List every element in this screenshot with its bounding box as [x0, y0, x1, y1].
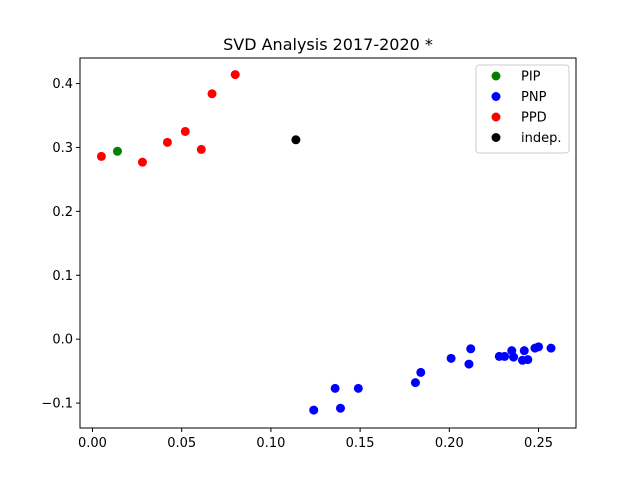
y-tick-label: −0.1 — [41, 397, 73, 412]
x-tick-label: 0.15 — [346, 436, 375, 451]
point-pnp — [523, 355, 533, 365]
point-ppd — [180, 126, 190, 136]
point-pnp — [416, 367, 426, 377]
legend-marker — [491, 71, 501, 81]
point-pnp — [309, 405, 319, 415]
legend-marker — [491, 133, 501, 142]
point-ppd — [137, 157, 147, 167]
point-pnp — [500, 351, 510, 361]
legend-label: PNP — [521, 90, 547, 105]
plot-frame — [79, 57, 577, 429]
point-pnp — [446, 353, 456, 363]
legend-marker — [491, 112, 501, 122]
point-ppd — [207, 89, 217, 99]
point-pnp — [410, 378, 420, 388]
legend-label: PIP — [521, 70, 541, 85]
point-ppd — [162, 137, 172, 147]
y-tick-label: 0.3 — [52, 141, 73, 156]
point-ppd — [196, 144, 206, 154]
point-pnp — [464, 359, 474, 369]
point-pnp — [519, 346, 529, 356]
y-tick-label: 0.4 — [52, 77, 73, 92]
point-pnp — [546, 343, 556, 353]
y-tick-label: 0.0 — [52, 333, 73, 348]
data-points — [96, 70, 556, 415]
point-pnp — [534, 342, 544, 352]
point-indep — [291, 135, 301, 145]
point-pip — [112, 146, 122, 156]
legend-marker — [491, 92, 501, 101]
x-tick-label: 0.00 — [78, 436, 107, 451]
x-tick-label: 0.05 — [167, 436, 196, 451]
y-axis: −0.1 0.0 0.1 0.2 0.3 0.4 — [41, 77, 80, 412]
x-tick-label: 0.20 — [435, 436, 464, 451]
legend: PIP PNP PPD indep. — [475, 64, 570, 154]
legend-label: PPD — [521, 111, 547, 126]
point-pnp — [330, 383, 340, 393]
chart-title: SVD Analysis 2017-2020 * — [223, 35, 433, 54]
legend-label: indep. — [521, 131, 562, 146]
point-pnp — [509, 352, 519, 362]
x-axis: 0.00 0.05 0.10 0.15 0.20 0.25 — [78, 428, 553, 451]
x-tick-label: 0.10 — [256, 436, 285, 451]
point-ppd — [96, 151, 106, 161]
point-pnp — [466, 344, 476, 354]
point-ppd — [230, 70, 240, 80]
point-pnp — [335, 403, 345, 413]
x-tick-label: 0.25 — [524, 436, 553, 451]
y-tick-label: 0.2 — [52, 205, 73, 220]
legend-box — [475, 64, 570, 154]
point-pnp — [353, 383, 363, 393]
y-tick-label: 0.1 — [52, 269, 73, 284]
